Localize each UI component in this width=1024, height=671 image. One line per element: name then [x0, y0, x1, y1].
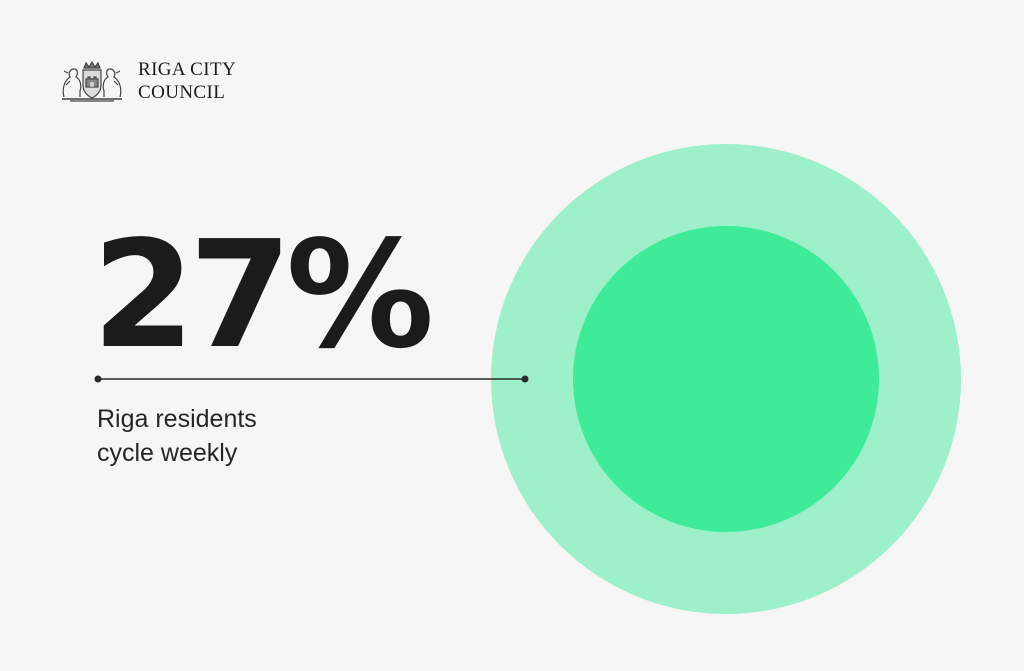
- stat-caption: Riga residents cycle weekly: [97, 402, 257, 470]
- caption-line-1: Riga residents: [97, 405, 257, 433]
- coat-of-arms-icon: [62, 60, 122, 102]
- stat-value: 27%: [92, 209, 434, 381]
- inner-circle: [573, 226, 879, 532]
- logo-line-1: RIGA CITY: [138, 59, 237, 80]
- logo-line-2: COUNCIL: [138, 82, 226, 103]
- connector-start-dot: [94, 375, 102, 383]
- logo-text: RIGA CITY COUNCIL: [138, 58, 236, 104]
- connector-end-dot: [521, 375, 529, 383]
- riga-city-council-logo[interactable]: RIGA CITY COUNCIL: [56, 58, 236, 104]
- caption-line-2: cycle weekly: [97, 439, 238, 467]
